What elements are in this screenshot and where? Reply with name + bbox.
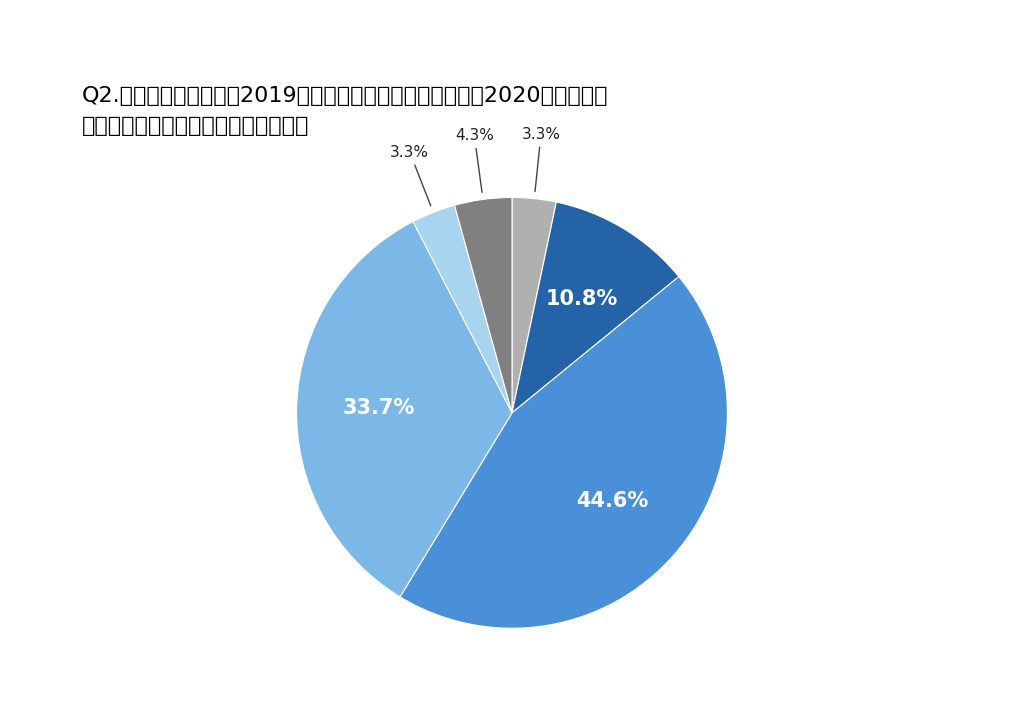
Text: 44.6%: 44.6% (577, 490, 649, 510)
Text: Q2.新型コロナ流行前（2019年以前）と新型コロナ流行後（2020年以降）を
比べ、集客数に変化はありましたか。: Q2.新型コロナ流行前（2019年以前）と新型コロナ流行後（2020年以降）を … (82, 86, 608, 136)
Wedge shape (297, 222, 512, 597)
Wedge shape (512, 202, 679, 413)
Legend: 大きく減った, 減った, 変わらない, 増えた, 大きく増えた, わからない: 大きく減った, 減った, 変わらない, 増えた, 大きく増えた, わからない (0, 712, 529, 718)
Text: 33.7%: 33.7% (342, 398, 415, 419)
Wedge shape (400, 276, 727, 628)
Text: 10.8%: 10.8% (546, 289, 617, 309)
Wedge shape (512, 197, 556, 413)
Text: 3.3%: 3.3% (390, 144, 431, 206)
Wedge shape (413, 205, 512, 413)
Text: 4.3%: 4.3% (455, 128, 494, 192)
Wedge shape (455, 197, 512, 413)
Text: 3.3%: 3.3% (521, 127, 560, 192)
